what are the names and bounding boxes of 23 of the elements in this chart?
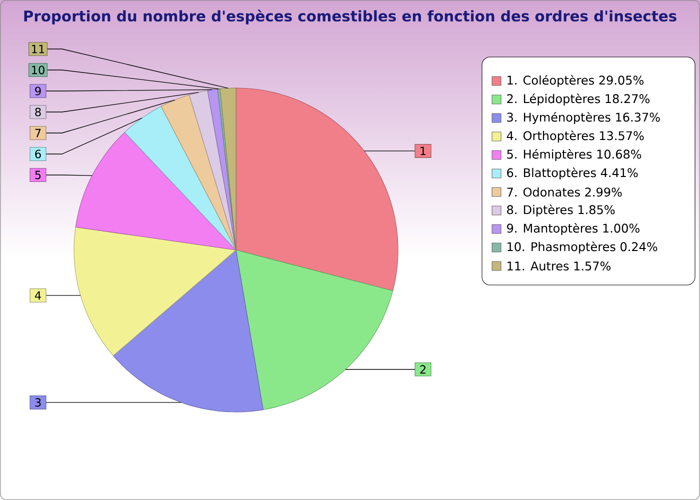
legend-label: 4. Orthoptères 13.57% xyxy=(506,130,644,143)
legend-label: 3. Hyménoptères 16.37% xyxy=(507,112,660,124)
legend-label: 5. Hémiptères 10.68% xyxy=(507,148,642,162)
legend-label: 9. Mantoptères 1.00% xyxy=(507,222,640,236)
legend-label: 6. Blattoptères 4.41% xyxy=(507,167,638,180)
text: 8 xyxy=(35,108,41,116)
text: 10 xyxy=(32,66,44,74)
legend-label: 7. Odonates 2.99% xyxy=(507,187,622,197)
text: 2 xyxy=(420,365,426,374)
text: 5 xyxy=(35,170,41,180)
legend-label: 11. Autres 1.57% xyxy=(508,261,611,271)
text: 9 xyxy=(35,86,41,96)
text: 4 xyxy=(34,291,41,300)
legend-label: 10. Phasmoptères 0.24% xyxy=(508,241,658,254)
chart-title: Proportion du nombre d'espèces comestibles en fonction des ordres d'insectes xyxy=(24,10,676,24)
text: 6 xyxy=(35,150,41,158)
text: 3 xyxy=(35,398,41,407)
text: 1 xyxy=(420,146,426,156)
legend-label: 8. Diptères 1.85% xyxy=(507,204,615,217)
legend-label: 1. Coléoptères 29.05% xyxy=(508,74,644,88)
text: 11 xyxy=(32,44,44,54)
text: 7 xyxy=(35,128,41,138)
legend-label: 2. Lépidoptères 18.27% xyxy=(507,93,650,106)
